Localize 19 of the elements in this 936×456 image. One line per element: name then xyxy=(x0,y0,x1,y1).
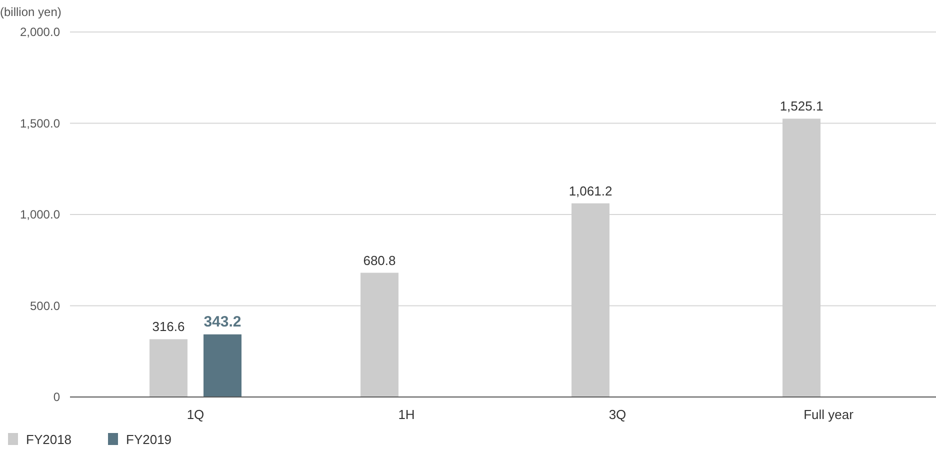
data-label: 316.6 xyxy=(152,319,185,334)
bar xyxy=(204,334,242,397)
x-tick-label: Full year xyxy=(804,407,854,422)
data-label: 1,525.1 xyxy=(780,98,824,114)
y-tick-label: 500.0 xyxy=(30,298,60,313)
y-tick-label: 0 xyxy=(53,390,60,404)
data-label: 343.2 xyxy=(204,313,242,330)
y-tick-label: 2,000.0 xyxy=(20,25,60,39)
data-label: 680.8 xyxy=(363,252,396,268)
y-axis-title: (billion yen) xyxy=(0,5,62,19)
y-tick-label: 1,000.0 xyxy=(20,208,60,222)
x-tick-label: 3Q xyxy=(608,407,626,422)
y-tick-label: 1,500.0 xyxy=(20,116,60,130)
legend-label: FY2018 xyxy=(26,432,72,447)
x-tick-label: 1H xyxy=(398,407,415,422)
data-label: 1,061.2 xyxy=(568,183,612,198)
legend-label: FY2019 xyxy=(126,432,172,447)
x-tick-label: 1Q xyxy=(186,407,204,422)
bar xyxy=(150,339,188,397)
